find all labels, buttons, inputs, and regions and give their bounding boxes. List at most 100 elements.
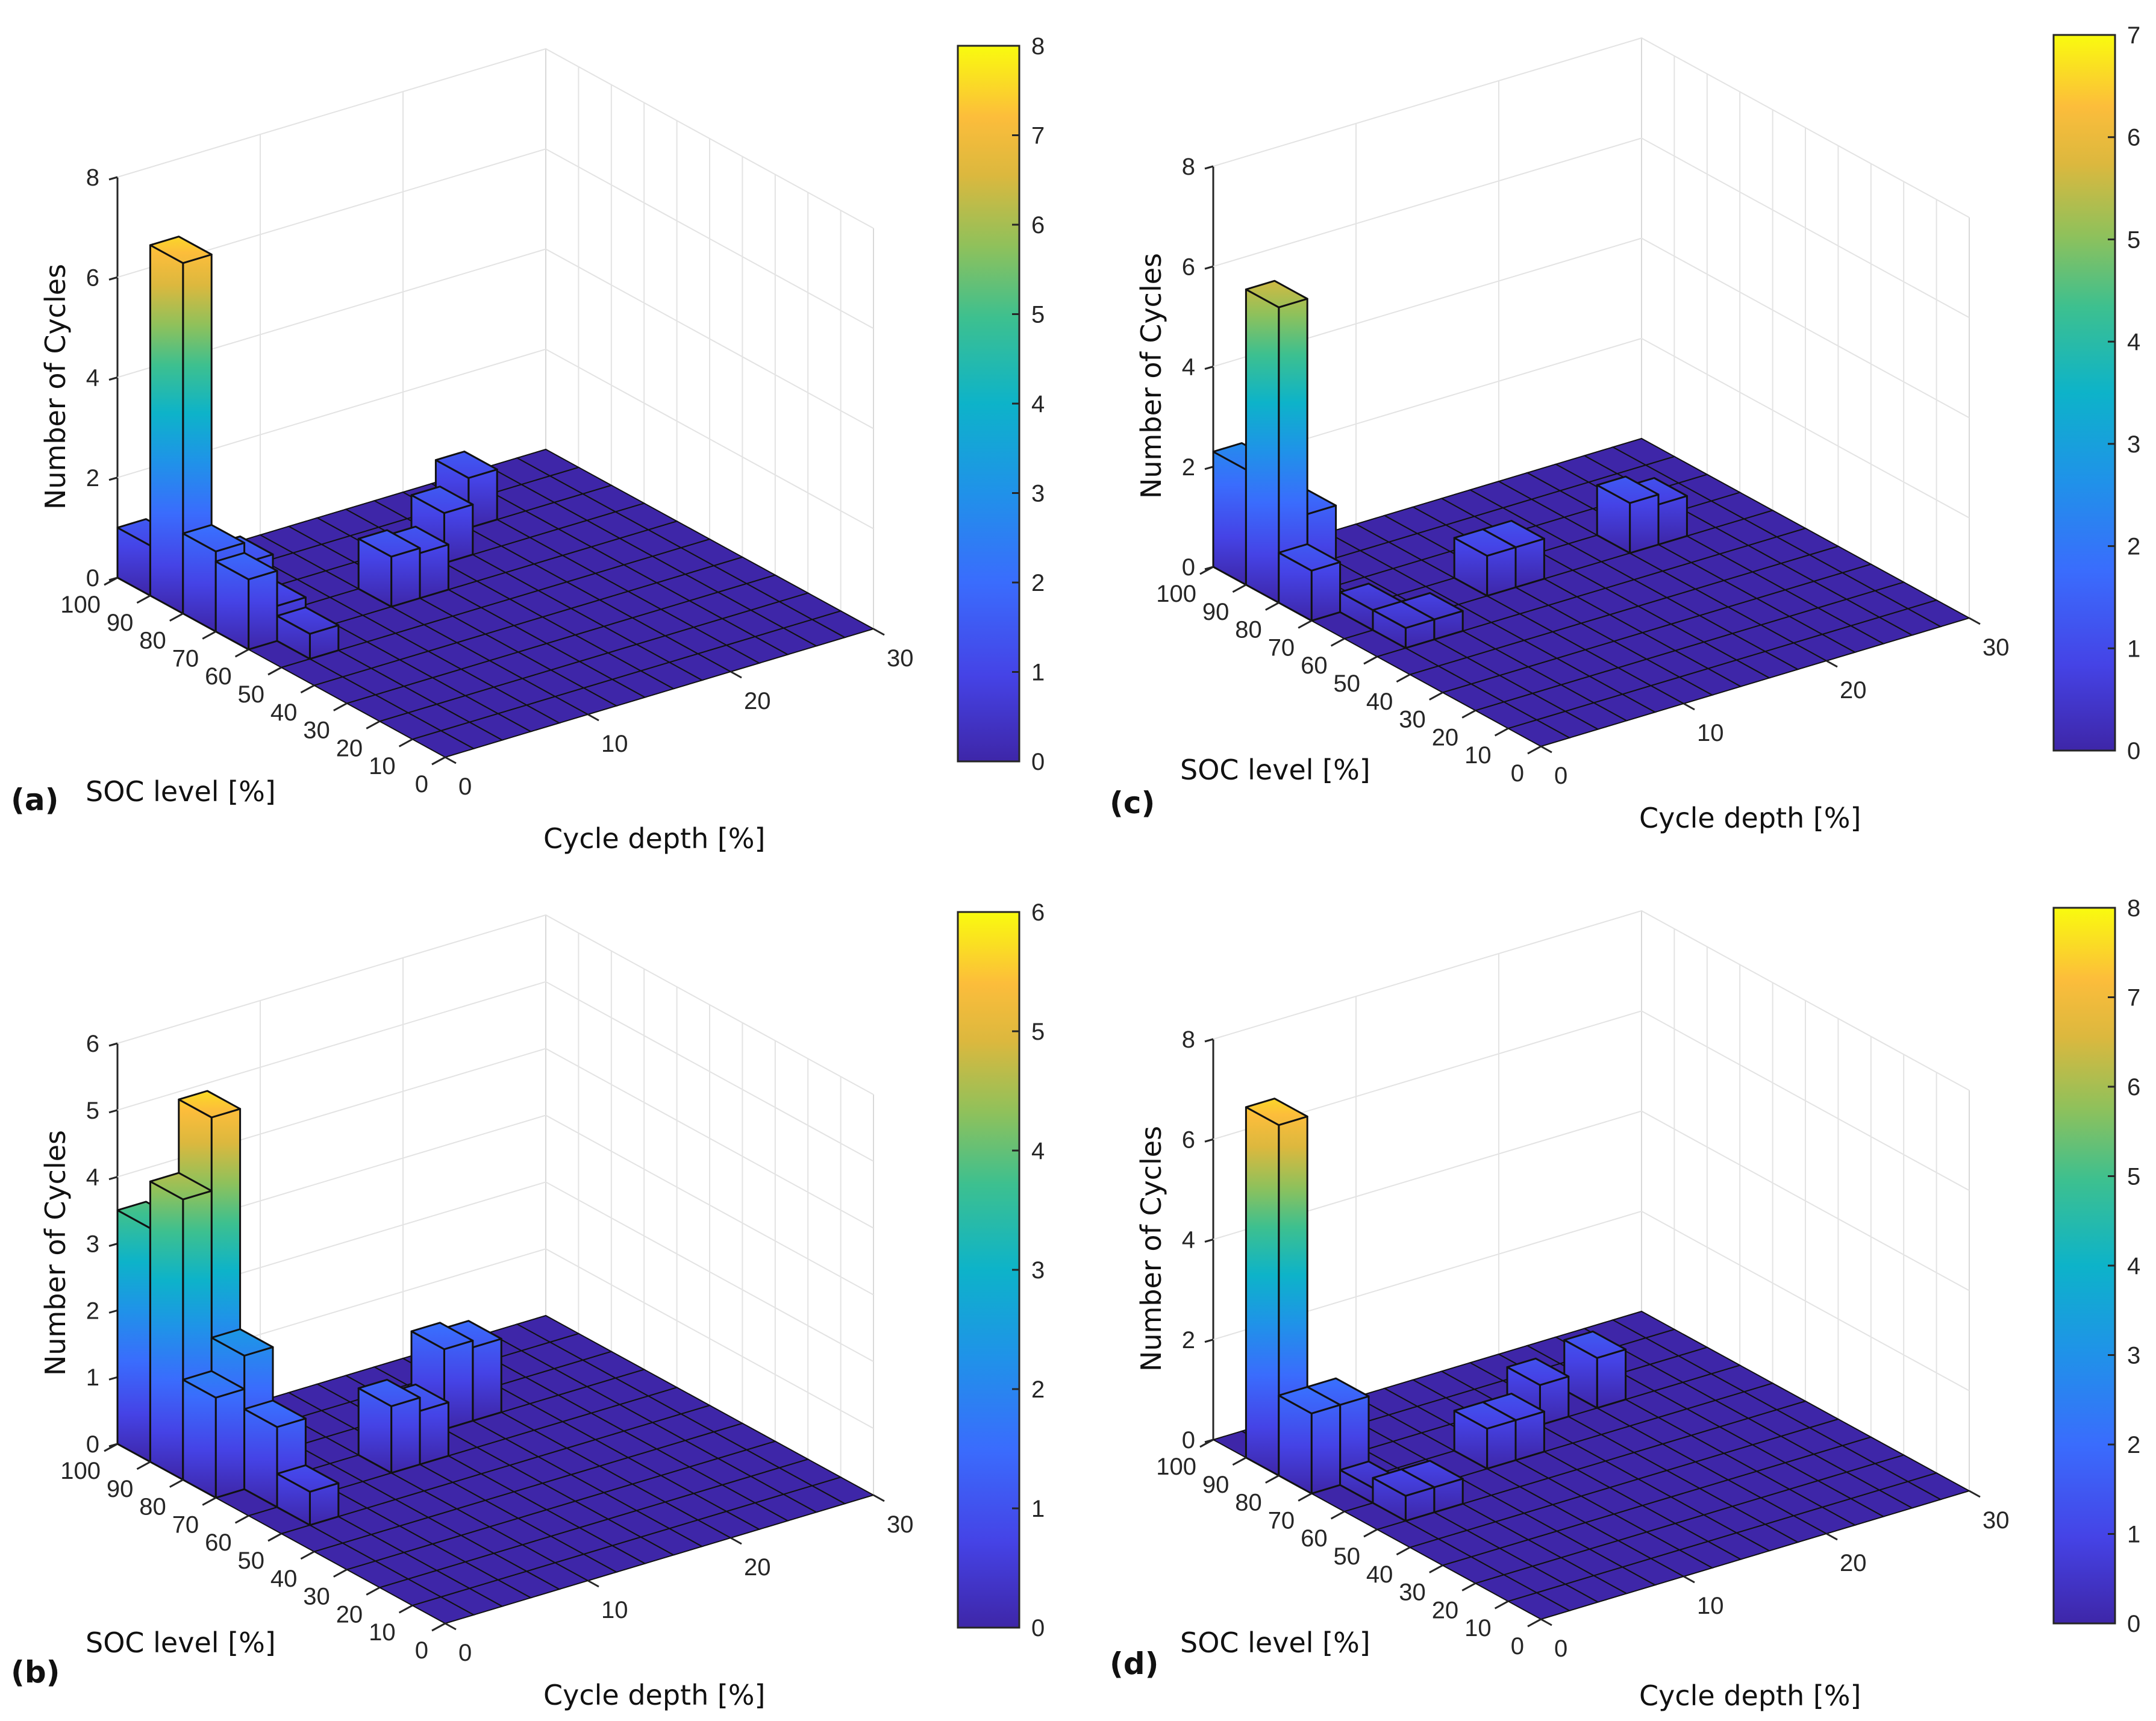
bar-face-soc: [1245, 288, 1280, 604]
depth-tick-mark: [587, 1579, 599, 1588]
soc-tick-mark: [366, 720, 380, 729]
colorbar-tick-label: 8: [1031, 33, 1045, 60]
z-tick-mark: [1204, 466, 1214, 470]
colorbar-tick-label: 5: [1031, 302, 1045, 328]
soc-tick-label: 0: [1511, 1633, 1524, 1660]
soc-tick-label: 10: [369, 1619, 396, 1646]
bar-face-depth: [1596, 1348, 1627, 1409]
depth-tick-mark: [730, 1537, 742, 1545]
bar-face-depth: [390, 547, 421, 608]
depth-tick-mark: [1683, 1575, 1695, 1584]
soc-tick-mark: [1265, 602, 1280, 611]
axes-walls: [108, 48, 874, 629]
depth-tick-label: 0: [458, 1640, 472, 1666]
colorbar-tick-label: 1: [2127, 1522, 2140, 1548]
z-tick-mark: [1204, 165, 1214, 170]
soc-tick-label: 50: [1334, 1543, 1361, 1570]
soc-tick-mark: [1461, 1582, 1476, 1591]
soc-tick-mark: [202, 1497, 216, 1506]
depth-tick-mark: [1969, 1490, 1981, 1498]
soc-tick-mark: [1330, 1510, 1345, 1520]
soc-tick-label: 60: [1301, 1525, 1328, 1552]
depth-tick-mark: [873, 1494, 885, 1502]
bar-top: [178, 1090, 242, 1119]
soc-tick-mark: [267, 666, 282, 676]
z-tick-label: 0: [1182, 554, 1195, 581]
soc-axis-title: SOC level [%]: [1180, 754, 1370, 786]
soc-tick-label: 60: [205, 663, 232, 690]
z-tick-label: 0: [86, 565, 99, 592]
panel-label: (d): [1110, 1646, 1159, 1681]
colorbar-tick-label: 0: [2127, 1611, 2140, 1637]
colorbar-tick-label: 7: [1031, 123, 1045, 149]
depth-tick-label: 20: [1840, 1550, 1867, 1576]
z-tick-mark: [108, 1109, 118, 1114]
bar-face-depth: [390, 1396, 421, 1474]
bar-face-soc: [116, 1209, 151, 1463]
bar: [1596, 475, 1660, 554]
soc-tick-label: 80: [139, 1494, 166, 1520]
z-tick-mark: [108, 1243, 118, 1247]
panel-label: (a): [11, 782, 58, 817]
z-tick-label: 6: [1182, 254, 1195, 280]
bar-top: [243, 1399, 307, 1428]
colorbar-tick-label: 6: [1031, 212, 1045, 239]
z-tick-label: 4: [1182, 354, 1195, 381]
z-gridline: [117, 48, 874, 229]
depth-tick-label: 0: [458, 773, 472, 800]
colorbar-tick-label: 1: [1031, 1496, 1045, 1522]
colorbar-tick-label: 2: [2127, 534, 2140, 560]
soc-tick-mark: [1232, 1457, 1247, 1466]
bar-face-depth: [214, 1388, 246, 1499]
soc-tick-label: 30: [1399, 1579, 1426, 1606]
depth-tick-label: 20: [744, 1554, 771, 1581]
soc-tick-label: 100: [1156, 1454, 1196, 1480]
soc-tick-label: 100: [1156, 581, 1196, 607]
soc-tick-label: 0: [415, 1637, 428, 1664]
z-tick-label: 4: [86, 365, 99, 392]
z-gridline: [117, 248, 874, 429]
bar: [1372, 1468, 1436, 1522]
depth-tick-label: 10: [1697, 1593, 1724, 1619]
colorbar-tick-label: 2: [1031, 570, 1045, 596]
colorbar-tick-label: 4: [1031, 1138, 1045, 1164]
soc-tick-mark: [169, 1479, 184, 1488]
depth-axis-title: Cycle depth [%]: [543, 822, 765, 855]
bar-top: [1245, 280, 1308, 308]
soc-axis-title: SOC level [%]: [1180, 1626, 1370, 1659]
z-tick-label: 2: [1182, 454, 1195, 481]
soc-tick-mark: [136, 595, 151, 604]
bar-face-depth: [472, 1338, 502, 1422]
colorbar-tick-label: 4: [2127, 329, 2140, 355]
soc-tick-mark: [333, 1569, 348, 1578]
depth-tick-label: 30: [1983, 1507, 2010, 1534]
bar-top: [214, 552, 278, 581]
colorbar-tick-label: 6: [2127, 1074, 2140, 1101]
soc-tick-mark: [1527, 745, 1542, 755]
bar-top: [434, 451, 498, 479]
bar-top: [1453, 1401, 1517, 1430]
z-tick-mark: [108, 376, 118, 381]
bar: [149, 236, 213, 615]
bar: [214, 552, 278, 651]
panel-label: (b): [11, 1655, 60, 1690]
depth-tick-label: 10: [1697, 720, 1724, 746]
depth-tick-mark: [873, 628, 885, 636]
depth-tick-label: 0: [1554, 1635, 1567, 1662]
depth-tick-mark: [587, 713, 599, 722]
depth-tick-mark: [1683, 702, 1695, 711]
soc-tick-mark: [104, 576, 118, 586]
depth-axis-title: Cycle depth [%]: [543, 1679, 765, 1711]
z-gridline: [117, 914, 874, 1095]
bar: [357, 529, 421, 608]
z-tick-mark: [1204, 1238, 1214, 1243]
soc-tick-mark: [1363, 655, 1378, 665]
soc-tick-label: 10: [1464, 742, 1492, 769]
bar: [182, 1370, 246, 1499]
soc-tick-mark: [1265, 1475, 1280, 1484]
bar-top: [357, 529, 421, 558]
z-gridline: [1213, 910, 1970, 1091]
soc-tick-label: 60: [1301, 652, 1328, 679]
z-tick-label: 1: [86, 1364, 99, 1391]
